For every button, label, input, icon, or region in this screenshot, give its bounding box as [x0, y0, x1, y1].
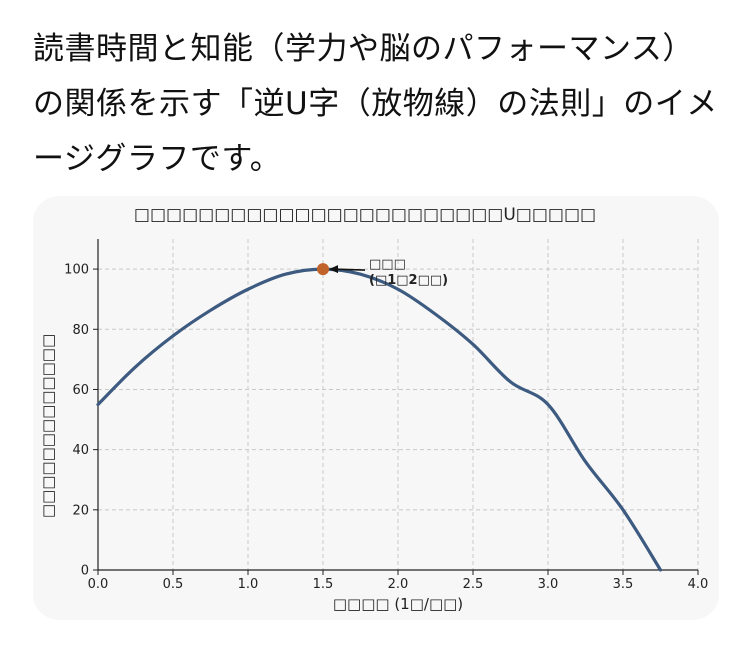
ticks: 0.0 0.5 1.0 1.5 2.0 2.5 3.0 3.5 4.0 0 20 40 60 80 100 [64, 263, 708, 592]
y-tick-label: 20 [72, 503, 89, 518]
message-text: 読書時間と知能（学力や脳のパフォーマンス）の関係を示す「逆U字（放物線）の法則」… [33, 31, 718, 177]
x-tick-label: 0.5 [163, 577, 184, 592]
x-tick-label: 1.0 [238, 577, 259, 592]
y-tick-label: 0 [81, 564, 89, 579]
grid [98, 239, 699, 570]
peak-label-line2: (□1□2□□) [369, 273, 448, 288]
x-tick-label: 3.0 [538, 577, 559, 592]
chart: 0.0 0.5 1.0 1.5 2.0 2.5 3.0 3.5 4.0020406080100 … [39, 205, 708, 613]
y-tick-label: 60 [72, 383, 89, 398]
y-tick-label: 80 [72, 323, 89, 338]
chart-card: 0.0 0.5 1.0 1.5 2.0 2.5 3.0 3.5 4.0 0 20 40 60 80 100 … [33, 196, 719, 620]
peak-arrow-head [329, 265, 338, 274]
peak-label-line1: □□□ [369, 257, 406, 272]
peak-marker [317, 263, 329, 276]
x-tick-label: 2.0 [388, 577, 409, 592]
x-tick-label: 4.0 [688, 577, 709, 592]
x-axis-label: □□□□ (1□/□□) [333, 595, 463, 613]
series-line [96, 267, 663, 572]
peak-annotation: □□□(□1□2□□) [317, 257, 448, 288]
y-tick-label: 40 [72, 443, 89, 458]
x-tick-label: 2.5 [463, 577, 484, 592]
chart-title: □□□□□□□□□□□□□□□□□□□□□□□U□□□□□ [134, 205, 596, 225]
x-tick-label: 1.5 [313, 577, 334, 592]
y-axis-label: □□□□□□□□□□□□□ [39, 334, 57, 518]
x-tick-label: 3.5 [613, 577, 634, 592]
y-tick-label: 100 [64, 263, 89, 278]
x-tick-label: 0.0 [88, 577, 109, 592]
